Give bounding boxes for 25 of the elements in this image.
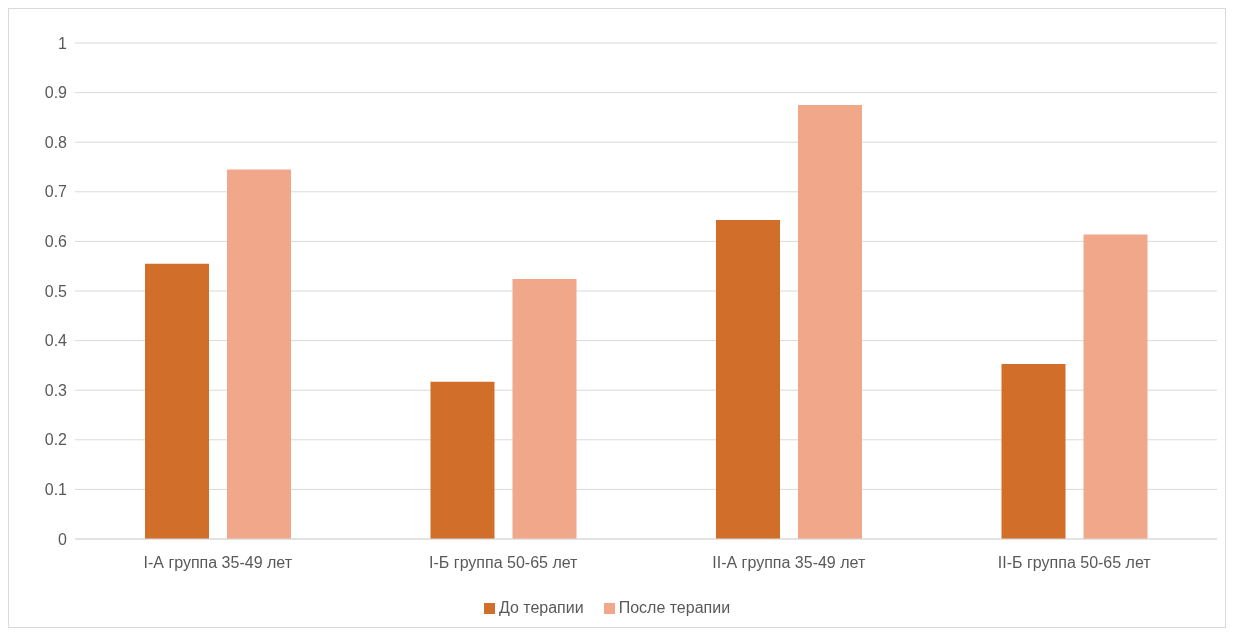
y-tick-label: 0.2 — [44, 431, 68, 449]
bar — [512, 279, 577, 539]
bar — [716, 220, 780, 539]
bar — [430, 381, 495, 539]
y-tick-label: 0.5 — [44, 282, 68, 300]
y-tick-label: 0.9 — [44, 84, 68, 102]
y-tick-label: 0 — [58, 530, 68, 548]
y-tick-label: 0.4 — [44, 332, 68, 350]
y-tick-label: 1 — [58, 34, 68, 52]
y-tick-label: 0.1 — [44, 481, 68, 499]
x-tick-label: I-А группа 35-49 лет — [143, 554, 293, 572]
y-tick-label: 0.3 — [44, 381, 68, 399]
y-tick-label: 0.8 — [44, 133, 68, 151]
bar — [1083, 234, 1148, 539]
x-tick-label: II-А группа 35-49 лет — [712, 554, 866, 572]
bar — [227, 169, 291, 539]
y-tick-label: 0.6 — [44, 233, 68, 251]
legend-label: После терапии — [618, 599, 731, 616]
bar — [145, 263, 209, 539]
x-tick-label: I-Б группа 50-65 лет — [429, 554, 579, 572]
bar — [1001, 363, 1066, 539]
y-tick-label: 0.7 — [44, 183, 68, 201]
x-tick-label: II-Б группа 50-65 лет — [997, 554, 1152, 572]
legend-label: До терапии — [498, 599, 584, 616]
bar — [798, 105, 862, 539]
